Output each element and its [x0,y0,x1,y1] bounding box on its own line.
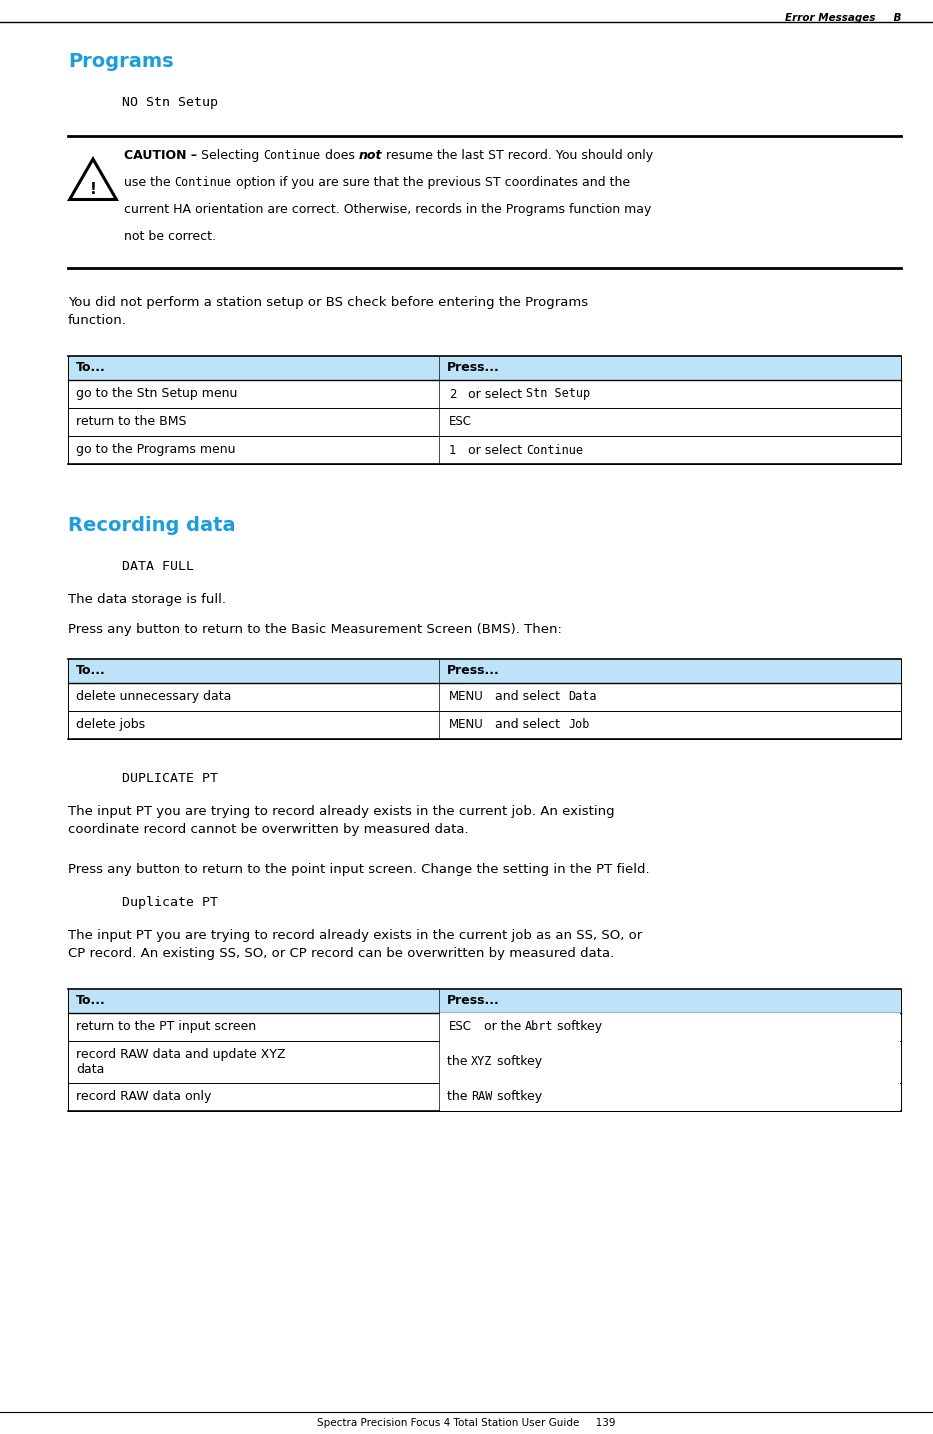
FancyBboxPatch shape [439,685,900,708]
Text: 1 or select Continue: 1 or select Continue [447,443,573,456]
Text: RAW: RAW [471,1090,493,1104]
FancyBboxPatch shape [439,381,900,406]
Text: the RAW softkey: the RAW softkey [447,1090,549,1104]
Text: current HA orientation are correct. Otherwise, records in the Programs function : current HA orientation are correct. Othe… [124,204,651,217]
Text: Spectra Precision Focus 4 Total Station User Guide     139: Spectra Precision Focus 4 Total Station … [317,1418,616,1428]
Text: softkey: softkey [553,1021,603,1034]
Text: option if you are sure that the previous ST coordinates and the: option if you are sure that the previous… [231,176,630,189]
Text: go to the Stn Setup menu: go to the Stn Setup menu [76,387,237,400]
Text: Programs: Programs [68,52,174,72]
FancyBboxPatch shape [439,437,900,462]
FancyBboxPatch shape [447,414,476,432]
Text: Press any button to return to the point input screen. Change the setting in the : Press any button to return to the point … [68,863,649,876]
Text: resume the last ST record. You should only: resume the last ST record. You should on… [382,149,653,162]
Text: You did not perform a station setup or BS check before entering the Programs
fun: You did not perform a station setup or B… [68,295,588,327]
FancyBboxPatch shape [447,717,487,734]
Text: Continue: Continue [526,443,583,456]
Text: MENU: MENU [449,691,483,704]
FancyBboxPatch shape [447,690,487,706]
Text: Press any button to return to the Basic Measurement Screen (BMS). Then:: Press any button to return to the Basic … [68,622,562,637]
Text: Continue: Continue [174,176,231,189]
Text: and select: and select [492,718,568,731]
FancyBboxPatch shape [439,1041,900,1083]
Text: Data: Data [568,691,597,704]
Text: ESC: ESC [449,1021,472,1034]
Text: Error Messages     B: Error Messages B [785,13,901,23]
Text: use the: use the [124,176,174,189]
Text: To...: To... [76,664,105,677]
Text: To...: To... [76,361,105,374]
FancyBboxPatch shape [439,1012,900,1041]
Text: not: not [358,149,382,162]
Text: Stn Setup: Stn Setup [526,387,591,400]
Text: MENU and select  Job: MENU and select Job [447,718,580,731]
FancyBboxPatch shape [68,356,901,380]
Text: The input PT you are trying to record already exists in the current job. An exis: The input PT you are trying to record al… [68,804,615,836]
Text: XYZ: XYZ [471,1055,493,1068]
Text: Press...: Press... [447,664,499,677]
Text: ESC: ESC [449,416,472,429]
Text: !: ! [90,182,96,196]
Text: not be correct.: not be correct. [124,229,216,242]
Text: return to the PT input screen: return to the PT input screen [76,1021,257,1034]
Text: 2: 2 [449,387,456,400]
FancyBboxPatch shape [447,386,460,403]
Text: CAUTION –: CAUTION – [124,149,202,162]
Text: ESC or the Abrt softkey: ESC or the Abrt softkey [447,1021,592,1034]
Text: Duplicate PT: Duplicate PT [122,896,218,909]
Text: MENU: MENU [449,718,483,731]
Text: the: the [447,1055,471,1068]
FancyBboxPatch shape [68,989,901,1012]
Text: the: the [447,1090,471,1104]
Text: delete unnecessary data: delete unnecessary data [76,691,231,704]
Text: The data storage is full.: The data storage is full. [68,594,226,607]
Text: ESC: ESC [447,416,471,429]
Text: The input PT you are trying to record already exists in the current job as an SS: The input PT you are trying to record al… [68,929,642,959]
Text: Abrt: Abrt [525,1021,553,1034]
Text: softkey: softkey [493,1055,542,1068]
Text: Press...: Press... [447,361,499,374]
FancyBboxPatch shape [439,410,900,435]
FancyBboxPatch shape [68,660,901,683]
Text: MENU and select  Data: MENU and select Data [447,691,591,704]
Text: or the: or the [480,1021,525,1034]
Text: record RAW data only: record RAW data only [76,1090,212,1104]
Text: return to the BMS: return to the BMS [76,416,187,429]
Text: NO Stn Setup: NO Stn Setup [122,96,218,109]
FancyBboxPatch shape [447,442,460,459]
Text: Press...: Press... [447,995,499,1008]
Text: the XYZ softkey: the XYZ softkey [447,1055,545,1068]
Text: To...: To... [76,995,105,1008]
Text: delete jobs: delete jobs [76,718,146,731]
Text: 1: 1 [449,443,456,456]
Text: Job: Job [568,718,590,731]
Text: or select: or select [465,387,526,400]
Text: Continue: Continue [264,149,321,162]
Text: Selecting: Selecting [202,149,264,162]
FancyBboxPatch shape [447,1020,476,1035]
Text: DATA FULL: DATA FULL [122,561,194,574]
Text: 2 or select Stn Setup: 2 or select Stn Setup [447,387,578,400]
FancyBboxPatch shape [439,713,900,737]
FancyBboxPatch shape [439,1083,900,1111]
Text: DUPLICATE PT: DUPLICATE PT [122,771,218,784]
Text: softkey: softkey [493,1090,542,1104]
Text: does: does [321,149,358,162]
Text: and select: and select [492,691,568,704]
Text: Recording data: Recording data [68,516,236,535]
Text: go to the Programs menu: go to the Programs menu [76,443,235,456]
Text: record RAW data and update XYZ
data: record RAW data and update XYZ data [76,1048,285,1076]
Text: or select: or select [465,443,526,456]
